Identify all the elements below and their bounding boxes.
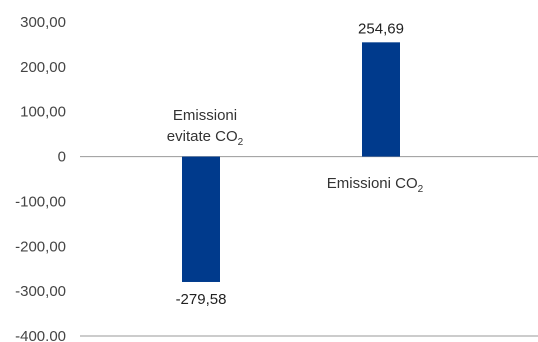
y-axis-ticks: 300,00 200,00 100,00 0 -100,00 -200,00 -300,00… (15, 14, 66, 342)
y-tick-label: -100,00 (15, 193, 66, 210)
y-tick-label: -400.00 (15, 328, 66, 342)
y-tick-label: 200,00 (20, 59, 66, 76)
category-label-1: Emissioni evitate CO2 (167, 107, 244, 148)
bar-1 (182, 156, 220, 282)
y-tick-label: 300,00 (20, 14, 66, 31)
y-tick-label: 100,00 (20, 104, 66, 121)
axis-lines (80, 156, 538, 337)
bar-2 (362, 42, 400, 157)
data-label-2: 254,69 (358, 20, 404, 37)
data-label-1: -279,58 (176, 291, 227, 308)
bars (182, 42, 400, 282)
category-label-2: Emissioni CO2 (327, 175, 424, 195)
category-labels: Emissioni evitate CO2 Emissioni CO2 (167, 107, 424, 195)
y-tick-label: -300,00 (15, 283, 66, 300)
y-tick-label: -200,00 (15, 238, 66, 255)
y-tick-label: 0 (58, 149, 66, 166)
value-labels: -279,58 254,69 (176, 20, 404, 308)
